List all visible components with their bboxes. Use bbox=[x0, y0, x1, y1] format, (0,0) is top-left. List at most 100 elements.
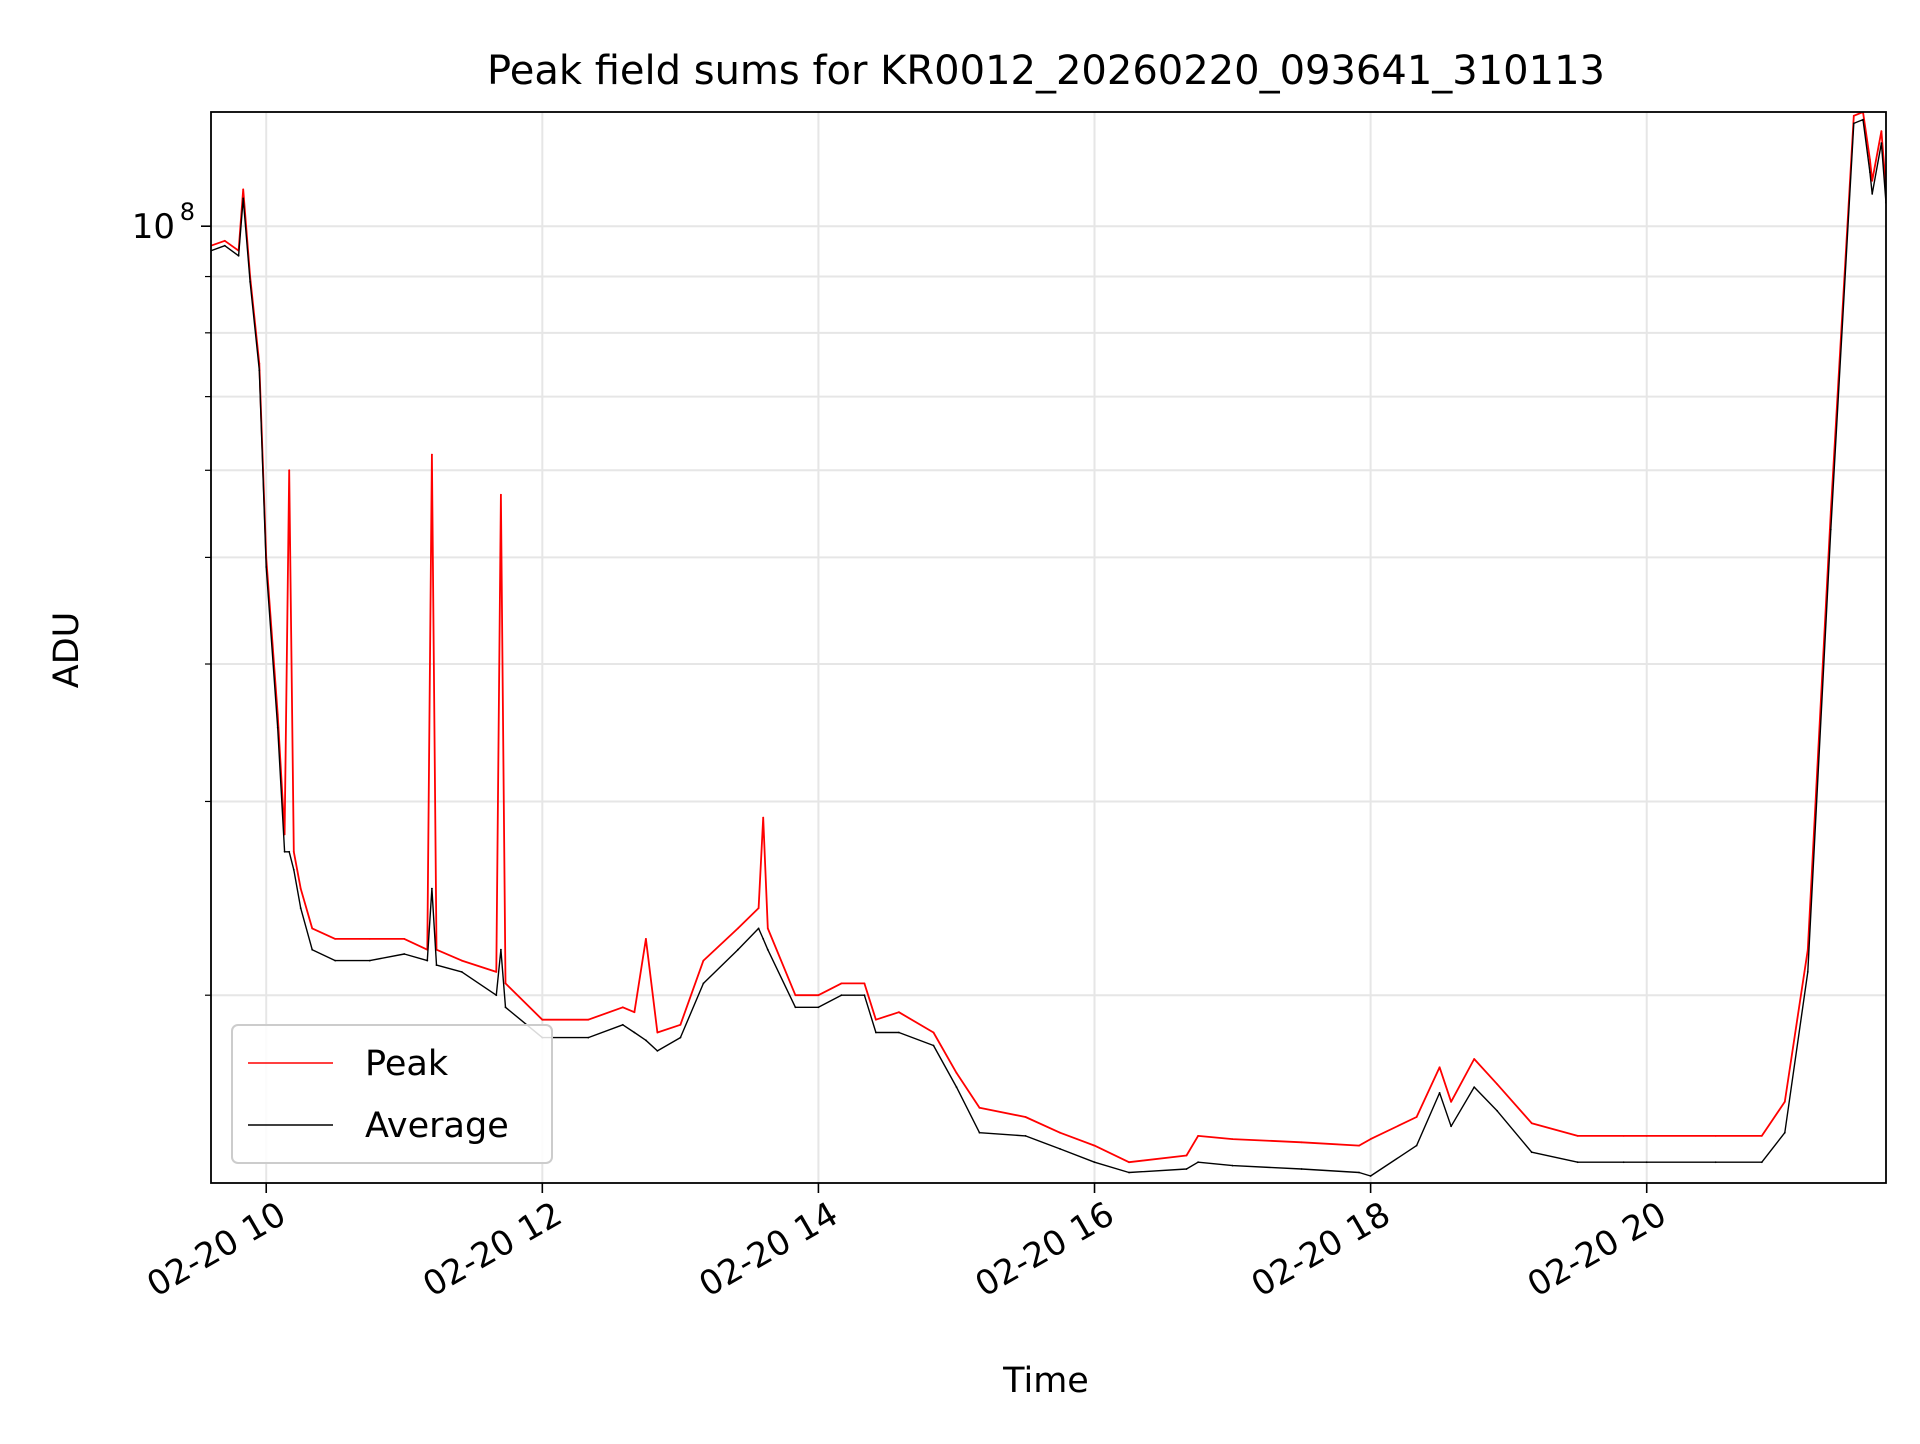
data-point-average bbox=[435, 964, 438, 966]
data-point-average bbox=[621, 1023, 624, 1026]
data-point-peak bbox=[334, 938, 337, 940]
data-point-peak bbox=[1197, 1135, 1199, 1137]
data-point-peak bbox=[1576, 1135, 1579, 1137]
data-point-average bbox=[978, 1131, 981, 1134]
data-point-average bbox=[1185, 1168, 1188, 1170]
data-point-average bbox=[679, 1036, 682, 1039]
data-point-average bbox=[1760, 1161, 1763, 1164]
data-point-average bbox=[762, 938, 765, 940]
data-point-peak bbox=[621, 1006, 624, 1009]
data-point-average bbox=[223, 244, 226, 247]
data-point-average bbox=[645, 1039, 647, 1042]
data-point-average bbox=[1869, 171, 1871, 174]
data-point-peak bbox=[1093, 1144, 1096, 1147]
data-point-average bbox=[426, 959, 429, 962]
data-point-average bbox=[656, 1050, 659, 1052]
data-point-average bbox=[403, 953, 406, 955]
data-point-average bbox=[249, 281, 252, 283]
data-point-peak bbox=[1530, 1122, 1533, 1125]
data-point-peak bbox=[1231, 1138, 1234, 1140]
data-point-peak bbox=[1415, 1116, 1418, 1118]
data-point-peak bbox=[794, 994, 797, 997]
data-point-peak bbox=[1185, 1154, 1188, 1157]
data-point-average bbox=[1496, 1110, 1499, 1112]
data-point-peak bbox=[1869, 158, 1871, 161]
data-point-average bbox=[794, 1006, 797, 1009]
data-point-peak bbox=[1128, 1161, 1130, 1164]
data-point-average bbox=[1358, 1171, 1360, 1174]
data-point-peak bbox=[1714, 1135, 1717, 1137]
data-point-peak bbox=[500, 493, 502, 496]
data-point-peak bbox=[311, 927, 314, 930]
data-point-average bbox=[292, 868, 295, 871]
data-point-average bbox=[283, 850, 286, 853]
data-point-average bbox=[766, 948, 769, 951]
data-point-peak bbox=[679, 1023, 682, 1026]
data-point-peak bbox=[299, 887, 302, 890]
data-point-peak bbox=[1358, 1144, 1360, 1147]
data-point-average bbox=[1369, 1175, 1372, 1177]
grid-lines bbox=[211, 112, 1886, 1183]
series-line-average bbox=[211, 118, 1886, 1177]
data-point-peak bbox=[1450, 1100, 1452, 1103]
data-point-average bbox=[288, 850, 291, 853]
data-point-average bbox=[258, 369, 261, 371]
data-point-peak bbox=[1059, 1131, 1061, 1134]
data-point-average bbox=[587, 1036, 590, 1039]
data-point-average bbox=[1806, 971, 1809, 973]
data-point-peak bbox=[875, 1018, 877, 1021]
data-point-peak bbox=[702, 959, 705, 962]
axes-frame bbox=[210, 111, 1887, 1184]
data-point-peak bbox=[898, 1011, 900, 1014]
data-point-average bbox=[863, 994, 866, 997]
data-point-average bbox=[299, 907, 302, 909]
chart-title: Peak field sums for KR0012_20260220_0936… bbox=[487, 48, 1605, 94]
data-point-average bbox=[500, 948, 502, 951]
data-point-average bbox=[242, 197, 245, 200]
data-point-average bbox=[1829, 528, 1832, 531]
data-point-peak bbox=[1496, 1083, 1499, 1086]
data-point-average bbox=[460, 971, 463, 973]
y-tick-label: 10 bbox=[132, 207, 175, 247]
data-point-peak bbox=[757, 907, 760, 909]
data-point-average bbox=[840, 994, 843, 997]
data-point-average bbox=[1300, 1168, 1303, 1170]
data-point-peak bbox=[1871, 179, 1874, 182]
data-point-average bbox=[265, 566, 268, 568]
data-point-peak bbox=[403, 938, 406, 940]
data-point-average bbox=[1871, 193, 1874, 195]
data-point-peak bbox=[645, 938, 647, 940]
data-point-peak bbox=[1880, 130, 1883, 133]
data-point-peak bbox=[656, 1031, 659, 1034]
data-point-average bbox=[1783, 1131, 1786, 1134]
data-point-average bbox=[1714, 1161, 1717, 1164]
data-point-peak bbox=[817, 994, 820, 997]
data-point-average bbox=[898, 1031, 900, 1034]
data-point-average bbox=[1231, 1164, 1234, 1167]
data-point-average bbox=[1576, 1161, 1579, 1164]
y-axis-label: ADU bbox=[47, 612, 87, 689]
legend-label-peak: Peak bbox=[365, 1044, 449, 1084]
data-point-average bbox=[1622, 1161, 1625, 1164]
data-point-peak bbox=[633, 1011, 636, 1014]
data-point-average bbox=[737, 948, 739, 951]
data-point-average bbox=[817, 1006, 820, 1009]
data-point-average bbox=[334, 959, 337, 962]
data-point-average bbox=[1438, 1092, 1441, 1094]
data-point-peak bbox=[1024, 1116, 1027, 1118]
data-point-peak bbox=[460, 959, 463, 962]
data-point-average bbox=[1852, 122, 1855, 125]
data-point-peak bbox=[431, 453, 433, 456]
data-point-peak bbox=[978, 1106, 981, 1109]
data-point-peak bbox=[1473, 1058, 1476, 1060]
data-point-average bbox=[757, 927, 760, 930]
data-point-peak bbox=[840, 982, 843, 985]
data-point-peak bbox=[1438, 1066, 1441, 1069]
data-point-average bbox=[237, 254, 240, 257]
data-point-average bbox=[702, 982, 705, 985]
data-point-peak bbox=[1852, 114, 1855, 117]
data-point-peak bbox=[1300, 1141, 1303, 1144]
data-point-average bbox=[504, 1006, 507, 1009]
data-point-average bbox=[1473, 1086, 1476, 1088]
